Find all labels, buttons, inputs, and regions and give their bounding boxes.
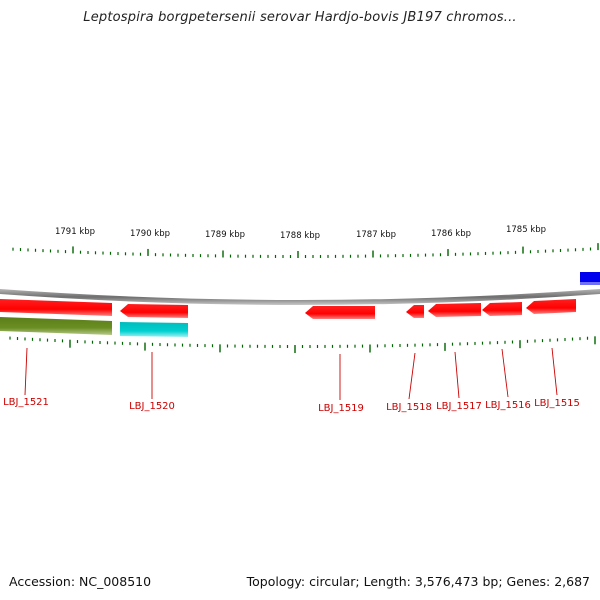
- label-line-lbj-1516: [501, 348, 509, 398]
- blue-feature-shade: [580, 282, 600, 285]
- gene-arrow-lbj-1519[interactable]: [305, 306, 375, 319]
- gene-arrow-lbj-1515[interactable]: [526, 299, 576, 314]
- ruler-label-1786: 1786 kbp: [431, 229, 471, 239]
- ruler-ticks-top: [12, 243, 599, 258]
- ruler-label-1789: 1789 kbp: [205, 230, 245, 240]
- ruler-labels: 1791 kbp 1790 kbp 1789 kbp 1788 kbp 1787…: [55, 225, 546, 241]
- gene-label-lbj-1521[interactable]: LBJ_1521: [3, 397, 49, 408]
- gene-arrow-lbj-1517[interactable]: [428, 303, 481, 317]
- gene-arrow-lbj-1520[interactable]: [120, 304, 188, 318]
- cds-bar-lbj-1520[interactable]: [120, 322, 188, 337]
- label-line-lbj-1515: [551, 347, 558, 396]
- label-line-lbj-1521: [24, 347, 28, 396]
- ruler-ticks-bottom: [9, 336, 596, 353]
- label-line-lbj-1517: [454, 351, 460, 399]
- gene-arrow-lbj-1518[interactable]: [406, 305, 424, 318]
- ruler-label-1785: 1785 kbp: [506, 225, 546, 235]
- blue-feature[interactable]: [580, 272, 600, 285]
- chromosome-backbone: [0, 289, 600, 305]
- ruler-label-1788: 1788 kbp: [280, 231, 320, 241]
- ruler-label-1791: 1791 kbp: [55, 227, 95, 237]
- gene-label-lines: [24, 347, 558, 400]
- gene-label-lbj-1518[interactable]: LBJ_1518: [386, 402, 432, 413]
- gene-label-lbj-1519[interactable]: LBJ_1519: [318, 403, 364, 414]
- gene-label-lbj-1517[interactable]: LBJ_1517: [436, 401, 482, 412]
- gene-label-lbj-1520[interactable]: LBJ_1520: [129, 401, 175, 412]
- gene-label-lbj-1515[interactable]: LBJ_1515: [534, 398, 580, 409]
- gene-arrow-lbj-1516[interactable]: [482, 302, 522, 316]
- gene-label-lbj-1516[interactable]: LBJ_1516: [485, 400, 531, 411]
- map-title: Leptospira borgpetersenii serovar Hardjo…: [83, 10, 517, 25]
- label-line-lbj-1518: [408, 352, 416, 400]
- gene-arrows: [0, 299, 576, 319]
- gene-arrow-lbj-1521[interactable]: [0, 299, 112, 316]
- ruler-label-1790: 1790 kbp: [130, 229, 170, 239]
- ruler-label-1787: 1787 kbp: [356, 230, 396, 240]
- accession-text: Accession: NC_008510: [9, 574, 152, 589]
- gene-labels: LBJ_1521 LBJ_1520 LBJ_1519 LBJ_1518 LBJ_…: [3, 397, 580, 414]
- cds-bar-lbj-1521[interactable]: [0, 317, 112, 335]
- genome-summary-text: Topology: circular; Length: 3,576,473 bp…: [246, 574, 590, 589]
